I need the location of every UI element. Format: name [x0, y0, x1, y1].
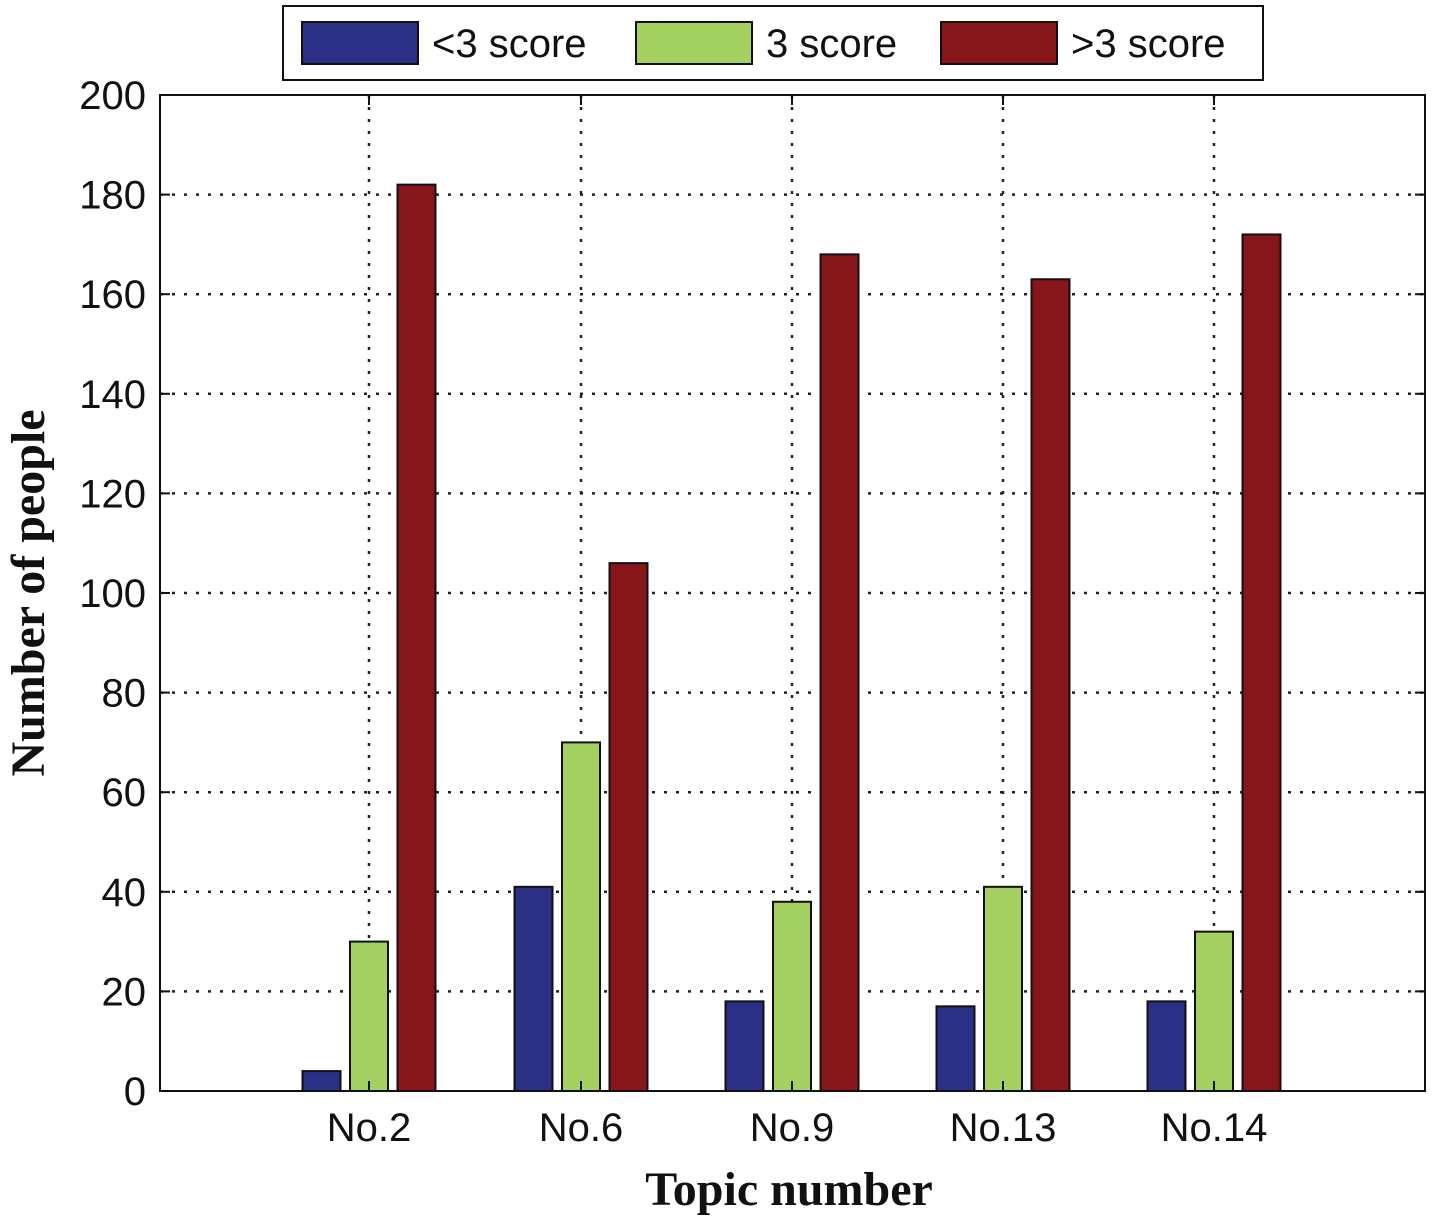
y-tick-label: 200 [79, 74, 146, 118]
bar [1241, 233, 1282, 1092]
plot-area: 0 20 40 60 80 100 120 140 160 180 200 No.2 No.6 No.9… [79, 74, 1426, 1150]
legend-label: <3 score [432, 22, 587, 66]
bar [608, 562, 649, 1092]
legend-label: >3 score [1071, 22, 1226, 66]
bar [724, 1000, 765, 1092]
bar [349, 940, 389, 1092]
legend-frame [282, 5, 1264, 81]
legend-swatch [635, 21, 753, 65]
y-tick-labels: 0 20 40 60 80 100 120 140 160 180 200 [79, 74, 146, 1114]
x-tick-label: No.14 [1161, 1106, 1268, 1150]
legend-label: 3 score [766, 22, 897, 66]
bar [935, 1005, 976, 1093]
bar [396, 183, 437, 1092]
y-tick-label: 160 [79, 273, 146, 317]
x-axis-title: Topic number [645, 1163, 933, 1216]
bar [772, 900, 812, 1093]
x-tick-label: No.6 [539, 1106, 624, 1150]
y-axis-title: Number of people [2, 409, 55, 776]
bar [301, 1070, 342, 1092]
ticks [160, 94, 1425, 1092]
legend-swatch [940, 21, 1058, 65]
y-tick-label: 180 [79, 174, 146, 218]
bar [983, 885, 1023, 1092]
x-tick-label: No.9 [750, 1106, 835, 1150]
y-tick-label: 60 [102, 771, 147, 815]
y-tick-label: 20 [102, 970, 147, 1014]
x-tick-label: No.2 [327, 1106, 412, 1150]
y-tick-label: 40 [102, 871, 147, 915]
y-tick-label: 140 [79, 373, 146, 417]
y-tick-label: 0 [124, 1070, 146, 1114]
bar [1194, 930, 1234, 1093]
bar [513, 885, 554, 1092]
y-tick-label: 100 [79, 572, 146, 616]
bar [1030, 278, 1071, 1092]
bar [1146, 1000, 1187, 1092]
bar [561, 741, 601, 1093]
y-tick-label: 80 [102, 672, 147, 716]
x-tick-label: No.13 [950, 1106, 1057, 1150]
legend: <3 score 3 score >3 score [282, 5, 1264, 81]
bar [819, 253, 860, 1093]
y-tick-label: 120 [79, 472, 146, 516]
legend-swatch [301, 21, 419, 65]
bars [301, 183, 1282, 1093]
x-tick-labels: No.2 No.6 No.9 No.13 No.14 [327, 1106, 1268, 1150]
